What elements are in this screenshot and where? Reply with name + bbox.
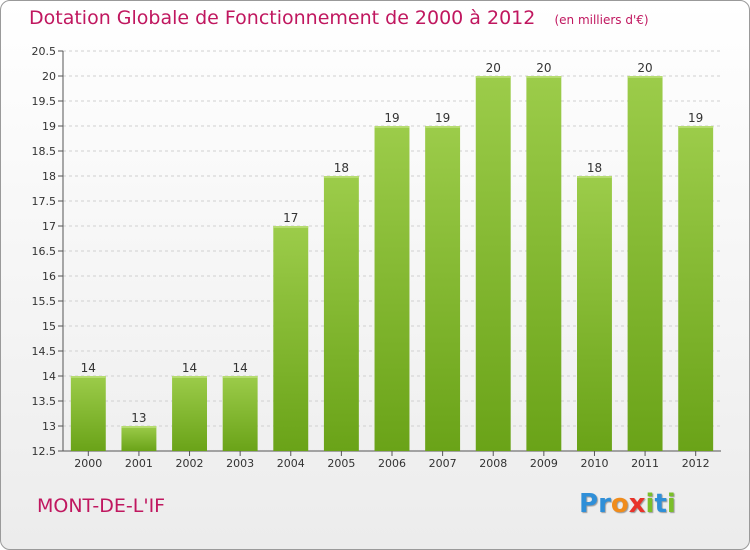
bar-value-label: 20 (637, 61, 652, 75)
chart-title-text: Dotation Globale de Fonctionnement de 20… (29, 7, 536, 29)
bar-value-label: 18 (587, 161, 602, 175)
x-tick-label: 2009 (530, 457, 558, 470)
bar-value-label: 19 (384, 111, 399, 125)
logo-letter: x (628, 489, 646, 519)
logo-letter: P (579, 489, 599, 519)
y-tick-label: 19 (42, 120, 56, 133)
bar (526, 76, 562, 451)
bar-value-label: 14 (182, 361, 197, 375)
y-tick-label: 17 (42, 220, 56, 233)
bar-highlight (374, 126, 410, 128)
y-tick-label: 18 (42, 170, 56, 183)
bar-value-label: 19 (435, 111, 450, 125)
proxiti-logo: Proxiti (579, 489, 676, 519)
y-tick-label: 14 (42, 370, 56, 383)
bar-value-label: 18 (334, 161, 349, 175)
bar-highlight (576, 176, 612, 178)
commune-name: MONT-DE-L'IF (37, 495, 166, 517)
x-tick-label: 2000 (74, 457, 102, 470)
bar-value-label: 19 (688, 111, 703, 125)
x-tick-label: 2012 (682, 457, 710, 470)
logo-letter: r (598, 489, 611, 519)
bar-highlight (70, 376, 106, 378)
bar-highlight (172, 376, 208, 378)
bar-highlight (323, 176, 359, 178)
bar-value-label: 14 (233, 361, 248, 375)
y-tick-label: 13 (42, 420, 56, 433)
bar-highlight (678, 126, 714, 128)
bar-highlight (425, 126, 461, 128)
bar-highlight (475, 76, 511, 78)
y-tick-label: 20 (42, 70, 56, 83)
bar (323, 176, 359, 451)
y-tick-label: 16.5 (32, 245, 57, 258)
bar (222, 376, 258, 451)
bar (475, 76, 511, 451)
bar (121, 426, 157, 451)
bar-highlight (273, 226, 309, 228)
y-tick-label: 17.5 (32, 195, 57, 208)
x-tick-label: 2002 (176, 457, 204, 470)
x-tick-label: 2006 (378, 457, 406, 470)
y-tick-label: 19.5 (32, 95, 57, 108)
bar-value-label: 20 (536, 61, 551, 75)
bar-value-label: 20 (486, 61, 501, 75)
x-tick-label: 2005 (327, 457, 355, 470)
bar (678, 126, 714, 451)
chart-title: Dotation Globale de Fonctionnement de 20… (29, 7, 649, 29)
y-tick-label: 15.5 (32, 295, 57, 308)
logo-letter: i (645, 489, 655, 519)
bar (172, 376, 208, 451)
x-tick-label: 2003 (226, 457, 254, 470)
bar-value-label: 17 (283, 211, 298, 225)
y-tick-label: 18.5 (32, 145, 57, 158)
bar-highlight (222, 376, 258, 378)
bar-highlight (121, 426, 157, 428)
chart-unit-text: (en milliers d'€) (554, 13, 649, 27)
x-tick-label: 2007 (429, 457, 457, 470)
bar (273, 226, 309, 451)
y-tick-label: 15 (42, 320, 56, 333)
y-tick-label: 13.5 (32, 395, 57, 408)
bar-highlight (627, 76, 663, 78)
logo-letter: o (610, 489, 629, 519)
bar-value-label: 13 (131, 411, 146, 425)
bar (374, 126, 410, 451)
x-tick-label: 2008 (479, 457, 507, 470)
y-tick-label: 12.5 (32, 445, 57, 458)
bar-highlight (526, 76, 562, 78)
logo-letter: t (654, 489, 667, 519)
x-tick-label: 2010 (580, 457, 608, 470)
logo-letter: i (666, 489, 676, 519)
bar (425, 126, 461, 451)
x-tick-label: 2001 (125, 457, 153, 470)
y-tick-label: 20.5 (32, 45, 57, 58)
bar (576, 176, 612, 451)
x-tick-label: 2004 (277, 457, 305, 470)
y-tick-label: 14.5 (32, 345, 57, 358)
bar (70, 376, 106, 451)
bar-value-label: 14 (81, 361, 96, 375)
y-tick-label: 16 (42, 270, 56, 283)
bar (627, 76, 663, 451)
x-tick-label: 2011 (631, 457, 659, 470)
